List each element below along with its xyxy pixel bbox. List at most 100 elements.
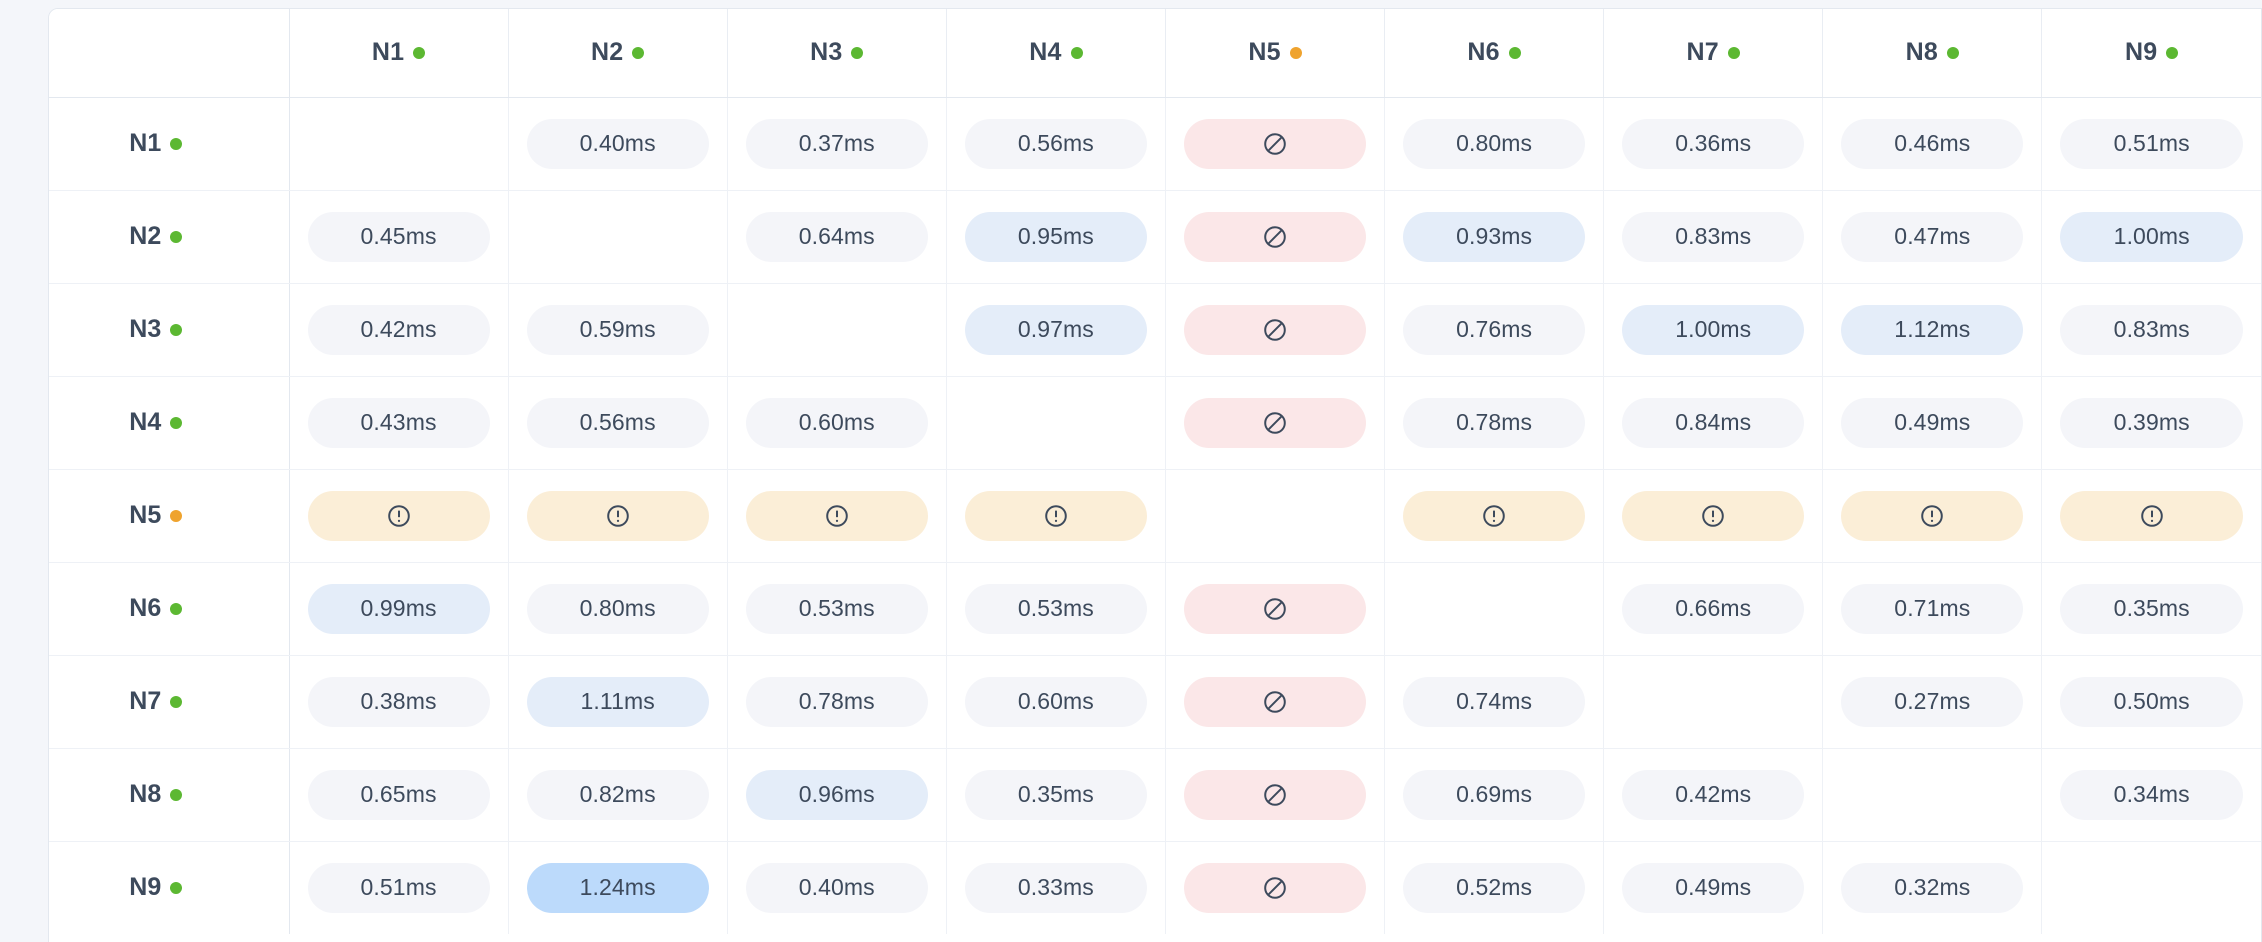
latency-cell-n7-n5[interactable] xyxy=(1165,655,1386,749)
column-header-n8[interactable]: N8 xyxy=(1822,9,2043,98)
latency-cell-n1-n2[interactable]: 0.40ms xyxy=(508,97,728,191)
latency-cell-n2-n8[interactable]: 0.47ms xyxy=(1822,190,2043,284)
latency-cell-n3-n8[interactable]: 1.12ms xyxy=(1822,283,2043,377)
column-header-n7[interactable]: N7 xyxy=(1603,9,1824,98)
latency-cell-n6-n3[interactable]: 0.53ms xyxy=(727,562,947,656)
latency-cell-n4-n6[interactable]: 0.78ms xyxy=(1384,376,1605,470)
latency-cell-n2-n9[interactable]: 1.00ms xyxy=(2041,190,2261,284)
latency-cell-n4-n8[interactable]: 0.49ms xyxy=(1822,376,2043,470)
latency-cell-n5-n4[interactable] xyxy=(946,469,1166,563)
latency-cell-n8-n1[interactable]: 0.65ms xyxy=(289,748,509,842)
latency-cell-n5-n2[interactable] xyxy=(508,469,728,563)
latency-cell-n1-n5[interactable] xyxy=(1165,97,1386,191)
latency-cell-n8-n7[interactable]: 0.42ms xyxy=(1603,748,1824,842)
column-header-n5[interactable]: N5 xyxy=(1165,9,1386,98)
latency-cell-n3-n9[interactable]: 0.83ms xyxy=(2041,283,2261,377)
latency-cell-n6-n2[interactable]: 0.80ms xyxy=(508,562,728,656)
latency-cell-n4-n7[interactable]: 0.84ms xyxy=(1603,376,1824,470)
latency-cell-n3-n7[interactable]: 1.00ms xyxy=(1603,283,1824,377)
latency-value: 1.24ms xyxy=(526,862,709,913)
status-dot-up-icon xyxy=(851,46,864,59)
latency-cell-n8-n9[interactable]: 0.34ms xyxy=(2041,748,2261,842)
latency-cell-n1-n8[interactable]: 0.46ms xyxy=(1822,97,2043,191)
matrix-body: N1 0.40ms 0.37ms 0.56ms 0.80ms 0.36ms 0.46ms 0.… xyxy=(49,97,2261,934)
latency-cell-n4-n5[interactable] xyxy=(1165,376,1386,470)
latency-cell-n6-n9[interactable]: 0.35ms xyxy=(2041,562,2261,656)
latency-cell-n9-n1[interactable]: 0.51ms xyxy=(289,841,509,934)
latency-cell-n7-n8[interactable]: 0.27ms xyxy=(1822,655,2043,749)
latency-cell-n6-n1[interactable]: 0.99ms xyxy=(289,562,509,656)
latency-cell-n9-n3[interactable]: 0.40ms xyxy=(727,841,947,934)
latency-cell-n8-n3[interactable]: 0.96ms xyxy=(727,748,947,842)
latency-cell-n5-n3[interactable] xyxy=(727,469,947,563)
latency-cell-n7-n1[interactable]: 0.38ms xyxy=(289,655,509,749)
latency-cell-n1-n6[interactable]: 0.80ms xyxy=(1384,97,1605,191)
latency-cell-n9-n5[interactable] xyxy=(1165,841,1386,934)
latency-cell-n5-n8[interactable] xyxy=(1822,469,2043,563)
row-header-n2[interactable]: N2 xyxy=(49,190,290,284)
latency-cell-n3-n5[interactable] xyxy=(1165,283,1386,377)
latency-cell-n7-n3[interactable]: 0.78ms xyxy=(727,655,947,749)
row-header-n6[interactable]: N6 xyxy=(49,562,290,656)
latency-cell-n6-n5[interactable] xyxy=(1165,562,1386,656)
latency-cell-n8-n4[interactable]: 0.35ms xyxy=(946,748,1166,842)
column-header-n4[interactable]: N4 xyxy=(946,9,1166,98)
latency-cell-n2-n7[interactable]: 0.83ms xyxy=(1603,190,1824,284)
latency-cell-n9-n4[interactable]: 0.33ms xyxy=(946,841,1166,934)
row-header-n8[interactable]: N8 xyxy=(49,748,290,842)
latency-cell-n1-n7[interactable]: 0.36ms xyxy=(1603,97,1824,191)
latency-cell-n2-n1[interactable]: 0.45ms xyxy=(289,190,509,284)
latency-cell-n1-n3[interactable]: 0.37ms xyxy=(727,97,947,191)
column-header-n2[interactable]: N2 xyxy=(508,9,728,98)
latency-cell-n5-n7[interactable] xyxy=(1603,469,1824,563)
latency-cell-n9-n7[interactable]: 0.49ms xyxy=(1603,841,1824,934)
row-header-n9[interactable]: N9 xyxy=(49,841,290,934)
row-header-n1[interactable]: N1 xyxy=(49,97,290,191)
latency-cell-n8-n6[interactable]: 0.69ms xyxy=(1384,748,1605,842)
column-header-n1[interactable]: N1 xyxy=(289,9,509,98)
latency-cell-n5-n5 xyxy=(1165,469,1386,563)
latency-cell-n7-n4[interactable]: 0.60ms xyxy=(946,655,1166,749)
matrix-row: N7 0.38ms 1.11ms 0.78ms 0.60ms 0.74ms 0.27ms 0.… xyxy=(49,655,2261,749)
latency-cell-n8-n5[interactable] xyxy=(1165,748,1386,842)
latency-cell-n2-n3[interactable]: 0.64ms xyxy=(727,190,947,284)
latency-cell-n2-n6[interactable]: 0.93ms xyxy=(1384,190,1605,284)
latency-cell-n5-n6[interactable] xyxy=(1384,469,1605,563)
latency-value: 0.43ms xyxy=(307,397,490,448)
latency-cell-n9-n6[interactable]: 0.52ms xyxy=(1384,841,1605,934)
latency-cell-n2-n4[interactable]: 0.95ms xyxy=(946,190,1166,284)
latency-cell-n8-n2[interactable]: 0.82ms xyxy=(508,748,728,842)
row-header-n3[interactable]: N3 xyxy=(49,283,290,377)
latency-cell-n2-n5[interactable] xyxy=(1165,190,1386,284)
latency-cell-n3-n1[interactable]: 0.42ms xyxy=(289,283,509,377)
latency-cell-n9-n2[interactable]: 1.24ms xyxy=(508,841,728,934)
latency-cell-n9-n8[interactable]: 0.32ms xyxy=(1822,841,2043,934)
latency-cell-n6-n8[interactable]: 0.71ms xyxy=(1822,562,2043,656)
column-header-n3[interactable]: N3 xyxy=(727,9,947,98)
latency-cell-n5-n9[interactable] xyxy=(2041,469,2261,563)
row-header-n5[interactable]: N5 xyxy=(49,469,290,563)
latency-cell-n6-n7[interactable]: 0.66ms xyxy=(1603,562,1824,656)
row-header-n4[interactable]: N4 xyxy=(49,376,290,470)
latency-cell-n4-n9[interactable]: 0.39ms xyxy=(2041,376,2261,470)
column-header-n6[interactable]: N6 xyxy=(1384,9,1605,98)
latency-cell-n4-n1[interactable]: 0.43ms xyxy=(289,376,509,470)
latency-cell-n3-n2[interactable]: 0.59ms xyxy=(508,283,728,377)
latency-cell-n7-n9[interactable]: 0.50ms xyxy=(2041,655,2261,749)
status-dot-up-icon xyxy=(2166,46,2179,59)
warning-circle-icon xyxy=(2060,490,2243,541)
column-header-n9[interactable]: N9 xyxy=(2041,9,2261,98)
latency-value: 0.51ms xyxy=(307,862,490,913)
latency-cell-n1-n9[interactable]: 0.51ms xyxy=(2041,97,2261,191)
latency-cell-n4-n3[interactable]: 0.60ms xyxy=(727,376,947,470)
latency-cell-n5-n1[interactable] xyxy=(289,469,509,563)
no-entry-icon xyxy=(1183,862,1367,913)
latency-cell-n4-n2[interactable]: 0.56ms xyxy=(508,376,728,470)
latency-cell-n1-n4[interactable]: 0.56ms xyxy=(946,97,1166,191)
latency-cell-n6-n4[interactable]: 0.53ms xyxy=(946,562,1166,656)
latency-cell-n3-n4[interactable]: 0.97ms xyxy=(946,283,1166,377)
latency-cell-n3-n6[interactable]: 0.76ms xyxy=(1384,283,1605,377)
row-header-n7[interactable]: N7 xyxy=(49,655,290,749)
latency-cell-n7-n2[interactable]: 1.11ms xyxy=(508,655,728,749)
latency-cell-n7-n6[interactable]: 0.74ms xyxy=(1384,655,1605,749)
